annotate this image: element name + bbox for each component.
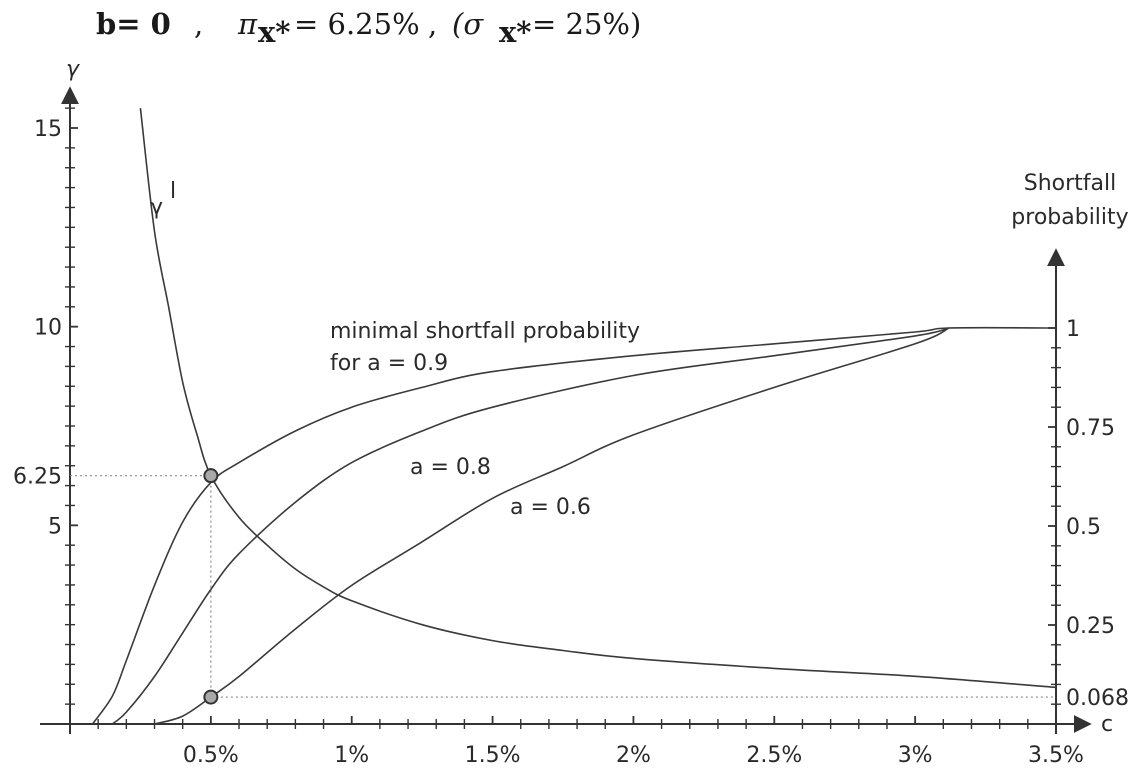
y-left-tick-label: 15 bbox=[34, 117, 62, 142]
series-a06-line bbox=[154, 327, 950, 725]
y-left-tick-label: 6.25 bbox=[13, 465, 62, 490]
marker-shortfall-point bbox=[203, 689, 219, 705]
marker-gamma-point bbox=[203, 468, 219, 484]
series-a08-line bbox=[111, 327, 950, 725]
chart-header: b= 0 , π x* = 6.25% , (σ x* = 25%) bbox=[96, 7, 641, 49]
header-b: b= 0 bbox=[96, 7, 171, 41]
x-tick-label: 1.5% bbox=[465, 743, 521, 768]
x-tick-label: 1% bbox=[334, 743, 369, 768]
y-right-tick-label: 0.5 bbox=[1066, 515, 1101, 540]
header-pi: π bbox=[237, 7, 258, 41]
x-axis-title: c bbox=[1101, 712, 1113, 737]
y-left-tick-label: 5 bbox=[48, 514, 62, 539]
header-sep-2: , bbox=[428, 7, 437, 41]
point-markers bbox=[203, 468, 219, 705]
y-right-title-line1: Shortfall bbox=[1024, 171, 1117, 196]
annotation-gamma: γ bbox=[150, 195, 163, 220]
y-right-tick-label: 0.068 bbox=[1066, 686, 1129, 711]
series-lines bbox=[91, 108, 1057, 725]
guide-lines bbox=[70, 475, 1056, 698]
header-sigma-value: = 25%) bbox=[532, 7, 641, 41]
series-gamma-line bbox=[139, 108, 1057, 689]
annotation-min-line1: minimal shortfall probability bbox=[330, 319, 640, 344]
y-right-tick-label: 1 bbox=[1066, 317, 1080, 342]
annotation-a06: a = 0.6 bbox=[510, 495, 591, 520]
header-pi-sub: x* bbox=[258, 15, 290, 49]
series-a09-line bbox=[91, 326, 1057, 725]
annotations: γ l minimal shortfall probability for a … bbox=[150, 179, 640, 520]
tick-labels: 0.5% 1% 1.5% 2% 2.5% 3% 3.5% 5 6.25 10 15 0.068 0.25… bbox=[13, 117, 1129, 768]
header-sigma-sub: x* bbox=[499, 15, 531, 49]
x-tick-label: 0.5% bbox=[183, 743, 239, 768]
annotation-min-line2: for a = 0.9 bbox=[330, 351, 448, 376]
x-tick-label: 3% bbox=[898, 743, 933, 768]
x-tick-label: 2% bbox=[616, 743, 651, 768]
annotation-gamma-sup: l bbox=[170, 179, 176, 204]
x-tick-label: 3.5% bbox=[1028, 743, 1084, 768]
x-tick-label: 2.5% bbox=[746, 743, 802, 768]
header-pi-value: = 6.25% bbox=[294, 7, 420, 41]
y-right-tick-label: 0.25 bbox=[1066, 614, 1115, 639]
annotation-a08: a = 0.8 bbox=[410, 455, 491, 480]
y-right-tick-label: 0.75 bbox=[1066, 416, 1115, 441]
header-sep-1: , bbox=[194, 7, 203, 41]
header-sigma: (σ bbox=[452, 7, 484, 41]
y-right-title-line2: probability bbox=[1011, 205, 1128, 230]
y-left-title: γ bbox=[66, 57, 80, 82]
minor-ticks bbox=[65, 107, 1061, 729]
y-left-tick-label: 10 bbox=[34, 316, 62, 341]
